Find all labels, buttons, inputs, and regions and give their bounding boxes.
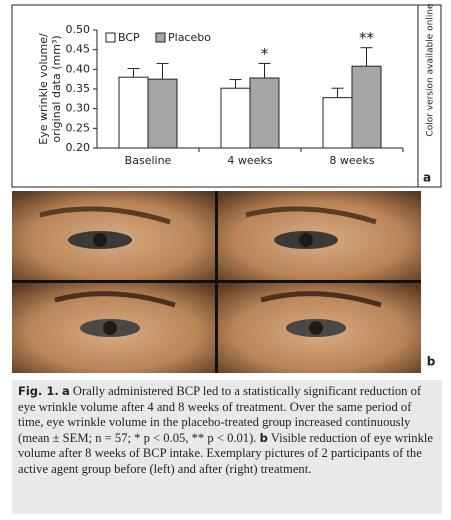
x-tick-label: 8 weeks <box>329 154 374 167</box>
panel-a-frame <box>11 4 442 188</box>
legend-label: BCP <box>118 31 140 44</box>
bar <box>147 78 178 149</box>
photo <box>12 191 215 280</box>
caption-label: Fig. 1. <box>18 384 59 398</box>
x-tick-label: Baseline <box>125 154 172 167</box>
x-tick-label: 4 weeks <box>227 154 272 167</box>
bar <box>322 97 353 149</box>
caption-text: Visible reduction of eye wrinkle volume … <box>18 430 433 476</box>
y-tick-label: 0.40 <box>66 62 91 75</box>
y-tick-label: 0.25 <box>66 121 91 134</box>
y-tick-label: 0.50 <box>66 23 91 36</box>
significance-label: * <box>261 45 269 63</box>
y-tick-label: 0.45 <box>66 43 91 56</box>
caption-part-label: a <box>61 384 70 398</box>
bar <box>220 87 251 149</box>
bar <box>118 76 149 149</box>
significance-label: ** <box>359 29 375 47</box>
caption-text: Orally administered BCP led to a statist… <box>18 384 422 445</box>
panel-label: a <box>423 171 431 185</box>
y-tick-label: 0.20 <box>66 141 91 154</box>
photo-panel: b <box>12 191 441 373</box>
y-tick-label: 0.30 <box>66 102 91 115</box>
photo <box>218 191 421 280</box>
bar <box>249 77 280 149</box>
legend-swatch <box>155 32 166 43</box>
legend-label: Placebo <box>168 31 211 44</box>
panel-label: b <box>427 355 436 369</box>
photo <box>218 283 421 373</box>
caption-part-label: b <box>259 430 268 445</box>
y-axis-label: Eye wrinkle volume/ <box>37 33 50 145</box>
bar <box>351 65 382 149</box>
figure: Color version available online a b 0.20 0… <box>11 3 442 373</box>
y-tick-label: 0.35 <box>66 82 91 95</box>
y-axis-label: original data (mm³) <box>50 35 63 142</box>
legend-swatch <box>105 32 116 43</box>
photo <box>12 283 215 373</box>
side-note: Color version available online <box>426 3 436 137</box>
caption: Fig. 1. a Orally administered BCP led to… <box>12 380 442 514</box>
